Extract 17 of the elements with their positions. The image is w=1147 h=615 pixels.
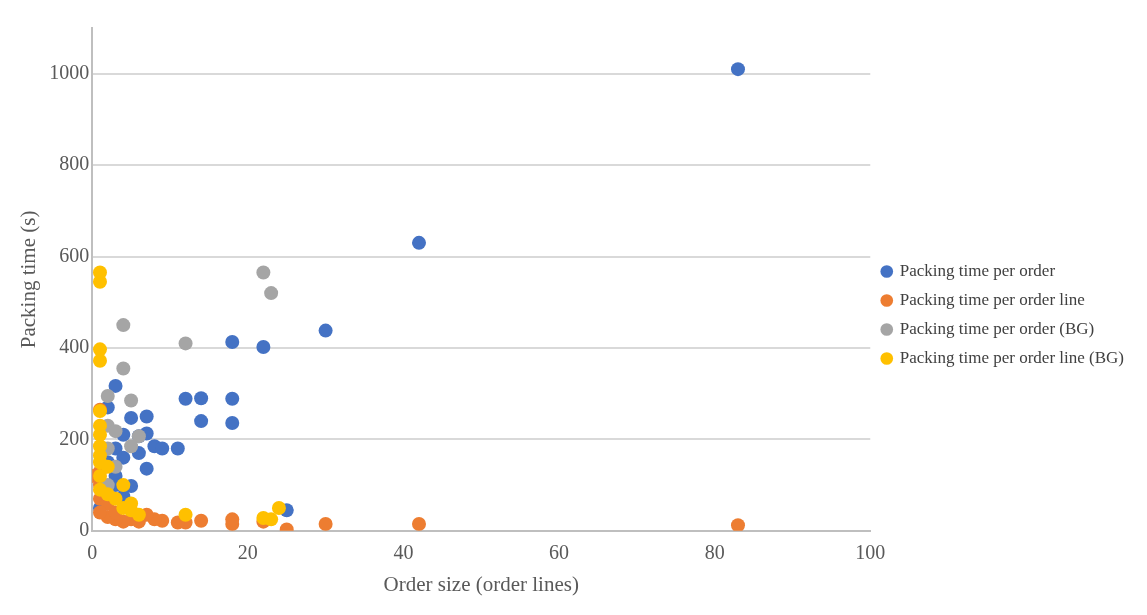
y-tick-label: 400 <box>59 335 90 358</box>
x-tick-label: 60 <box>549 541 570 564</box>
legend-label: Packing time per order (BG) <box>899 318 1095 338</box>
legend-label: Packing time per order line (BG) <box>899 347 1125 367</box>
y-tick-label: 800 <box>59 152 90 175</box>
y-tick-label: 200 <box>59 426 90 449</box>
x-tick-label: 80 <box>704 541 725 564</box>
legend-label: Packing time per order line <box>899 289 1085 309</box>
y-tick-label: 0 <box>79 518 90 541</box>
legend-label: Packing time per order <box>899 260 1056 280</box>
y-tick-label: 600 <box>59 243 90 266</box>
y-tick-label: 1000 <box>49 60 90 83</box>
x-axis-title: Order size (order lines) <box>383 571 579 596</box>
x-tick-label: 40 <box>393 541 414 564</box>
y-axis-title: Packing time (s) <box>16 210 41 349</box>
x-tick-label: 20 <box>237 541 258 564</box>
x-tick-label: 100 <box>855 541 886 564</box>
